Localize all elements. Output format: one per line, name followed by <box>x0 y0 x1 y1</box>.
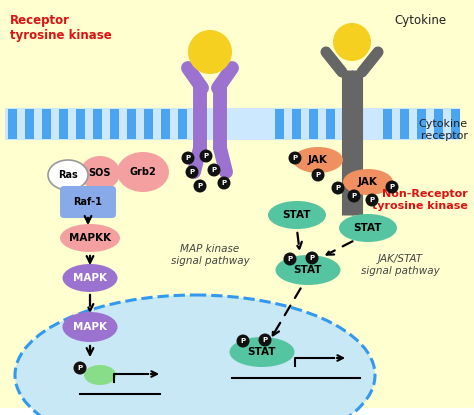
Bar <box>161 109 170 139</box>
Circle shape <box>365 193 379 207</box>
Bar <box>8 109 17 139</box>
Text: Ras: Ras <box>58 170 78 180</box>
Ellipse shape <box>63 312 118 342</box>
Bar <box>275 109 284 139</box>
Circle shape <box>200 149 212 163</box>
Bar <box>25 109 34 139</box>
Text: MAP kinase
signal pathway: MAP kinase signal pathway <box>171 244 249 266</box>
Text: STAT: STAT <box>354 223 382 233</box>
Ellipse shape <box>84 365 116 385</box>
Circle shape <box>311 168 325 181</box>
Text: P: P <box>190 169 194 175</box>
Text: P: P <box>351 193 356 199</box>
Text: Cytokine: Cytokine <box>394 14 446 27</box>
Text: MAPK: MAPK <box>73 322 107 332</box>
Text: SOS: SOS <box>89 168 111 178</box>
Bar <box>110 109 119 139</box>
Circle shape <box>237 334 249 347</box>
Text: P: P <box>287 256 292 262</box>
Text: STAT: STAT <box>283 210 311 220</box>
Text: Grb2: Grb2 <box>129 167 156 177</box>
Circle shape <box>289 151 301 164</box>
Ellipse shape <box>15 295 375 415</box>
Bar <box>400 109 409 139</box>
Text: JAK: JAK <box>308 155 328 165</box>
Text: P: P <box>221 180 227 186</box>
Bar <box>144 109 153 139</box>
Bar <box>383 109 392 139</box>
Bar <box>451 109 460 139</box>
Text: STAT: STAT <box>248 347 276 357</box>
Ellipse shape <box>60 224 120 252</box>
Circle shape <box>218 176 230 190</box>
Text: P: P <box>198 183 202 189</box>
Text: P: P <box>203 153 209 159</box>
Bar <box>93 109 102 139</box>
Ellipse shape <box>275 255 340 285</box>
Text: P: P <box>263 337 267 343</box>
Text: Receptor
tyrosine kinase: Receptor tyrosine kinase <box>10 14 112 42</box>
Ellipse shape <box>339 214 397 242</box>
Text: Raf-1: Raf-1 <box>73 197 102 207</box>
Bar <box>309 109 318 139</box>
Bar <box>326 109 335 139</box>
Circle shape <box>306 251 319 264</box>
Bar <box>42 109 51 139</box>
Ellipse shape <box>48 160 88 190</box>
Ellipse shape <box>63 264 118 292</box>
Bar <box>5 108 460 140</box>
Ellipse shape <box>343 169 393 195</box>
Bar <box>178 109 187 139</box>
Circle shape <box>208 164 220 176</box>
Circle shape <box>193 180 207 193</box>
Text: MAPK: MAPK <box>73 273 107 283</box>
Text: JAK/STAT
signal pathway: JAK/STAT signal pathway <box>361 254 439 276</box>
Circle shape <box>283 252 297 266</box>
Circle shape <box>333 23 371 61</box>
Bar <box>434 109 443 139</box>
Ellipse shape <box>293 147 343 173</box>
Text: P: P <box>77 365 82 371</box>
Circle shape <box>347 190 361 203</box>
Text: P: P <box>369 197 374 203</box>
Ellipse shape <box>117 152 169 192</box>
Text: P: P <box>240 338 246 344</box>
Circle shape <box>185 166 199 178</box>
Text: Non-Receptor
tyrosine kinase: Non-Receptor tyrosine kinase <box>372 189 468 211</box>
Circle shape <box>182 151 194 164</box>
Bar <box>59 109 68 139</box>
Ellipse shape <box>80 156 120 190</box>
Bar <box>76 109 85 139</box>
Ellipse shape <box>229 337 294 367</box>
FancyBboxPatch shape <box>60 186 116 218</box>
Circle shape <box>73 361 86 374</box>
Text: Cytokine
receptor: Cytokine receptor <box>419 119 468 141</box>
Circle shape <box>331 181 345 195</box>
Bar <box>292 109 301 139</box>
Text: P: P <box>310 255 315 261</box>
Text: P: P <box>336 185 340 191</box>
Text: P: P <box>315 172 320 178</box>
Text: P: P <box>390 184 394 190</box>
Text: STAT: STAT <box>294 265 322 275</box>
Ellipse shape <box>268 201 326 229</box>
Bar <box>127 109 136 139</box>
Bar <box>417 109 426 139</box>
Text: MAPKK: MAPKK <box>69 233 111 243</box>
Text: P: P <box>211 167 217 173</box>
Circle shape <box>188 30 232 74</box>
Text: P: P <box>185 155 191 161</box>
Text: P: P <box>292 155 298 161</box>
Text: JAK: JAK <box>358 177 378 187</box>
Circle shape <box>385 181 399 193</box>
Circle shape <box>258 334 272 347</box>
